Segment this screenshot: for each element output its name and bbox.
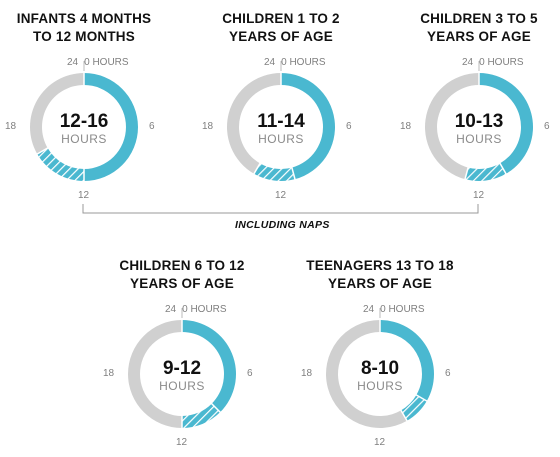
sleep-range-arc [254,163,295,181]
label-12: 12 [374,437,386,448]
awake-arc [326,320,407,428]
sleep-range-arc [37,148,84,181]
label-24-0: 24 0 HOURS [264,57,326,68]
awake-arc [227,73,281,174]
label-6: 6 [247,368,253,379]
hours-range: 11-14 [257,111,305,132]
label-12: 12 [275,190,287,201]
label-6: 6 [346,121,352,132]
hours-unit: HOURS [456,132,502,146]
ring-divider [252,162,262,176]
sleep-min-arc [380,320,434,401]
label-12: 12 [176,437,188,448]
sleep-min-arc [84,73,138,181]
label-24-0: 24 0 HOURS [165,304,227,315]
label-6: 6 [445,368,451,379]
label-18: 18 [5,121,17,132]
sleep-range-arc [401,395,427,421]
awake-arc [425,73,479,180]
label-18: 18 [400,121,412,132]
sleep-min-arc [281,73,335,180]
ring-divider [399,409,409,423]
ring-divider [415,393,429,403]
chart-title: CHILDREN 6 TO 12 YEARS OF AGE [119,258,245,291]
label-6: 6 [149,121,155,132]
label-12: 12 [473,190,485,201]
label-18: 18 [202,121,214,132]
chart-title: TEENAGERS 13 TO 18 YEARS OF AGE [306,258,454,291]
sleep-min-arc [479,73,534,174]
ring-divider [464,166,470,181]
sleep-range-arc [182,403,221,428]
hours-unit: HOURS [61,132,107,146]
hours-range: 10-13 [454,111,504,132]
chart-title: CHILDREN 3 TO 5 YEARS OF AGE [420,11,538,44]
label-12: 12 [78,190,90,201]
label-6: 6 [544,121,550,132]
sleep-min-arc [182,320,236,413]
hours-range: 8-10 [360,358,400,379]
sleep-range-arc [465,163,506,181]
naps-label: INCLUDING NAPS [235,219,330,231]
hours-unit: HOURS [357,379,403,393]
label-18: 18 [301,368,313,379]
hours-range: 12-16 [59,111,109,132]
ring-divider [498,162,508,176]
chart-title: CHILDREN 1 TO 2 YEARS OF AGE [222,11,340,44]
hours-range: 9-12 [162,358,202,379]
ring-divider [290,166,296,181]
hours-unit: HOURS [258,132,304,146]
awake-arc [128,320,182,428]
label-18: 18 [103,368,115,379]
label-24-0: 24 0 HOURS [363,304,425,315]
awake-arc [29,73,84,154]
ring-divider [35,146,49,156]
hours-unit: HOURS [159,379,205,393]
label-24-0: 24 0 HOURS [67,57,129,68]
label-24-0: 24 0 HOURS [462,57,524,68]
ring-divider [210,402,222,414]
chart-title: INFANTS 4 MONTHS TO 12 MONTHS [16,11,152,44]
